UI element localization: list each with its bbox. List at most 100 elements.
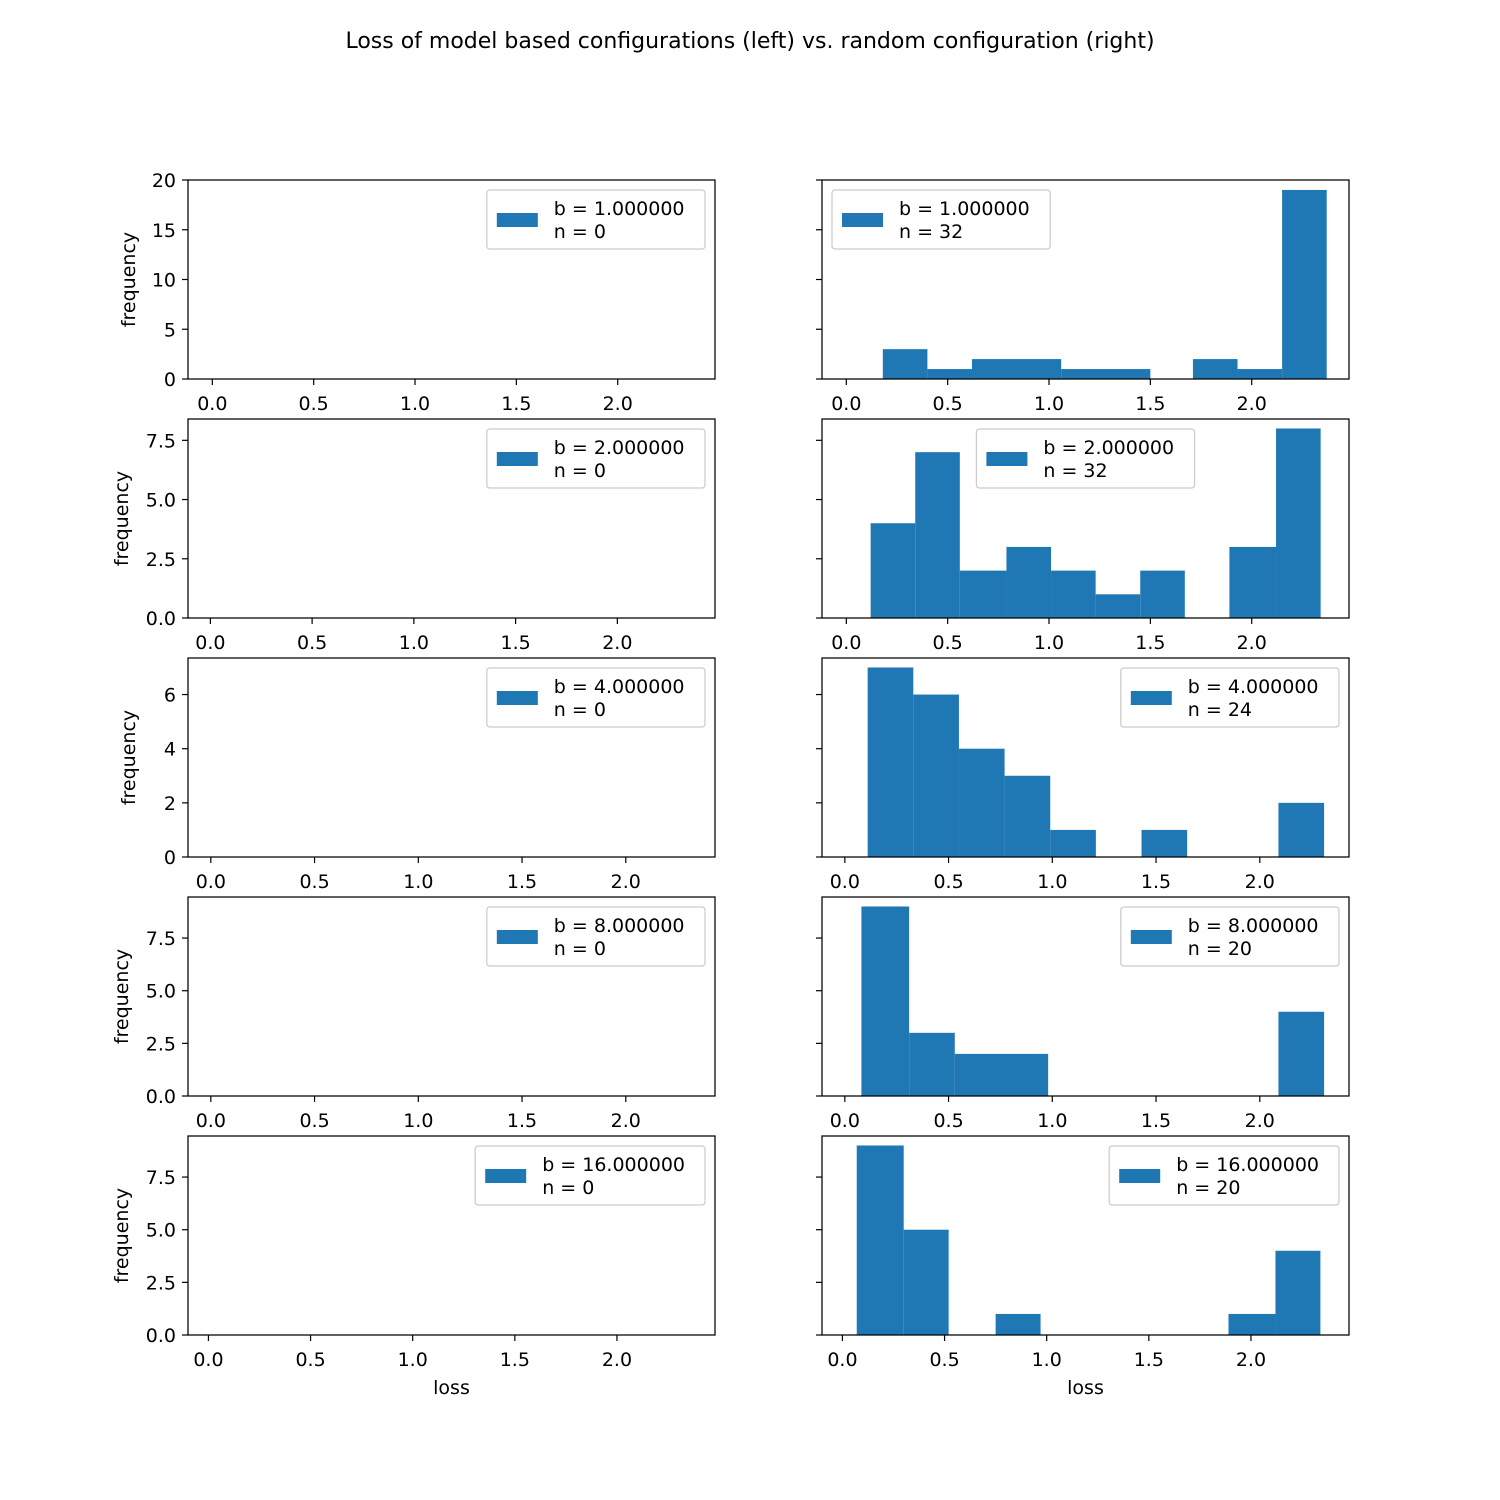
legend-swatch — [1130, 930, 1172, 944]
legend: b = 1.000000 n = 0 — [486, 189, 706, 250]
legend-swatch — [1130, 691, 1172, 705]
histogram-bar — [1192, 359, 1238, 379]
histogram-bar — [1061, 369, 1151, 379]
legend: b = 8.000000 n = 20 — [1120, 906, 1340, 967]
y-tick-label: 7.5 — [146, 1167, 176, 1189]
panel-left-b8: 0.0 0.5 1.0 1.5 2.0 0.0 2.5 5.0 7.5 frequency b = … — [111, 896, 716, 1132]
y-tick-label: 5.0 — [146, 490, 176, 512]
histogram-bar — [867, 667, 914, 857]
y-tick-label: 2.5 — [146, 1272, 176, 1294]
x-tick-label: 1.0 — [1032, 1349, 1062, 1371]
figure-title: Loss of model based configurations (left… — [345, 29, 1154, 54]
histogram-bar — [882, 349, 928, 379]
legend-swatch — [1119, 1169, 1161, 1183]
y-tick-label: 2.5 — [146, 1033, 176, 1055]
y-tick-label: 2.5 — [146, 549, 176, 571]
x-tick-label: 0.5 — [299, 871, 329, 893]
x-tick-label: 1.5 — [500, 1349, 530, 1371]
legend-label-line2: n = 0 — [554, 938, 606, 960]
x-tick-label: 0.5 — [299, 1110, 329, 1132]
axes-frame — [187, 896, 716, 1097]
legend-box — [831, 189, 1051, 250]
x-tick-label: 1.5 — [507, 871, 537, 893]
axes-frame — [821, 896, 1350, 1097]
legend-label-line2: n = 0 — [554, 221, 606, 243]
legend: b = 2.000000 n = 32 — [975, 428, 1196, 489]
panel-right-b4: 0.0 0.5 1.0 1.5 2.0 b = 4.000000 n = 24 — [816, 657, 1350, 893]
panel-right-b1: 0.0 0.5 1.0 1.5 2.0 b = 1.000000 n = 32 — [816, 179, 1350, 415]
x-tick-label: 0.5 — [929, 1349, 959, 1371]
x-tick-label: 1.5 — [1141, 1110, 1171, 1132]
x-tick-label: 1.0 — [403, 1110, 433, 1132]
histogram-bar — [861, 906, 910, 1096]
panel-right-b2: 0.0 0.5 1.0 1.5 2.0 b = 2.000000 n = 32 — [816, 418, 1350, 654]
legend-swatch — [496, 213, 538, 227]
histogram-bar — [915, 452, 960, 618]
histogram-bar — [913, 694, 959, 857]
legend: b = 16.000000 n = 0 — [474, 1145, 706, 1206]
x-tick-label: 2.0 — [1245, 871, 1275, 893]
legend-label-line2: n = 20 — [1188, 938, 1252, 960]
x-tick-label: 0.5 — [933, 1110, 963, 1132]
panel-left-b2: 0.0 0.5 1.0 1.5 2.0 0.0 2.5 5.0 7.5 frequency b = … — [111, 418, 716, 654]
legend: b = 8.000000 n = 0 — [486, 906, 706, 967]
legend-label-line2: n = 32 — [899, 221, 963, 243]
legend-label-line2: n = 24 — [1188, 699, 1252, 721]
x-tick-label: 0.5 — [299, 393, 329, 415]
histogram-bar — [1140, 570, 1185, 618]
histogram-bar — [995, 1313, 1041, 1335]
legend-box — [486, 906, 706, 967]
histogram-bar — [1229, 546, 1277, 618]
legend-label-line1: b = 16.000000 — [1176, 1154, 1319, 1176]
legend: b = 4.000000 n = 24 — [1120, 667, 1340, 728]
legend-swatch — [496, 691, 538, 705]
y-tick-label: 15 — [152, 220, 176, 242]
axes-frame — [821, 1135, 1350, 1336]
axes-frame — [821, 657, 1350, 858]
x-tick-label: 1.0 — [398, 1349, 428, 1371]
histogram-bar — [856, 1145, 904, 1335]
x-tick-label: 0.0 — [827, 1349, 857, 1371]
histogram-bar — [1237, 369, 1283, 379]
x-tick-label: 0.5 — [933, 393, 963, 415]
x-tick-label: 0.0 — [831, 632, 861, 654]
legend-label-line1: b = 1.000000 — [899, 198, 1030, 220]
histogram-bar — [971, 359, 1062, 379]
legend-label-line2: n = 20 — [1176, 1177, 1240, 1199]
legend-box — [975, 428, 1196, 489]
y-tick-label: 20 — [152, 170, 176, 192]
x-tick-label: 1.5 — [1141, 871, 1171, 893]
axes-frame — [187, 418, 716, 619]
legend-swatch — [986, 452, 1028, 466]
y-tick-label: 5.0 — [146, 981, 176, 1003]
histogram-bar — [1095, 594, 1141, 618]
x-tick-label: 0.0 — [195, 632, 225, 654]
histogram-bar — [903, 1229, 949, 1335]
y-axis-label: frequency — [111, 1188, 133, 1283]
x-tick-label: 1.5 — [501, 393, 531, 415]
histogram-bar — [1050, 829, 1096, 857]
legend-box — [486, 189, 706, 250]
legend-swatch — [842, 213, 883, 227]
y-tick-label: 6 — [164, 685, 176, 707]
panel-left-b1: 0.0 0.5 1.0 1.5 2.0 0 5 10 15 20 frequency b = 1.00… — [118, 170, 716, 415]
x-tick-label: 0.0 — [830, 1110, 860, 1132]
x-tick-label: 1.0 — [399, 632, 429, 654]
y-tick-label: 2 — [164, 793, 176, 815]
histogram-bar — [1275, 1250, 1321, 1335]
legend-box — [1120, 667, 1340, 728]
histogram-bar — [927, 369, 972, 379]
legend-label-line1: b = 16.000000 — [542, 1154, 685, 1176]
x-tick-label: 2.0 — [1237, 632, 1267, 654]
legend: b = 1.000000 n = 32 — [831, 189, 1051, 250]
x-tick-label: 1.5 — [1134, 1349, 1164, 1371]
x-tick-label: 1.5 — [507, 1110, 537, 1132]
x-tick-label: 1.0 — [1034, 632, 1064, 654]
legend: b = 16.000000 n = 20 — [1108, 1145, 1340, 1206]
legend: b = 2.000000 n = 0 — [486, 428, 706, 489]
x-tick-label: 0.5 — [297, 632, 327, 654]
legend-label-line1: b = 1.000000 — [554, 198, 685, 220]
y-tick-label: 10 — [152, 270, 176, 292]
